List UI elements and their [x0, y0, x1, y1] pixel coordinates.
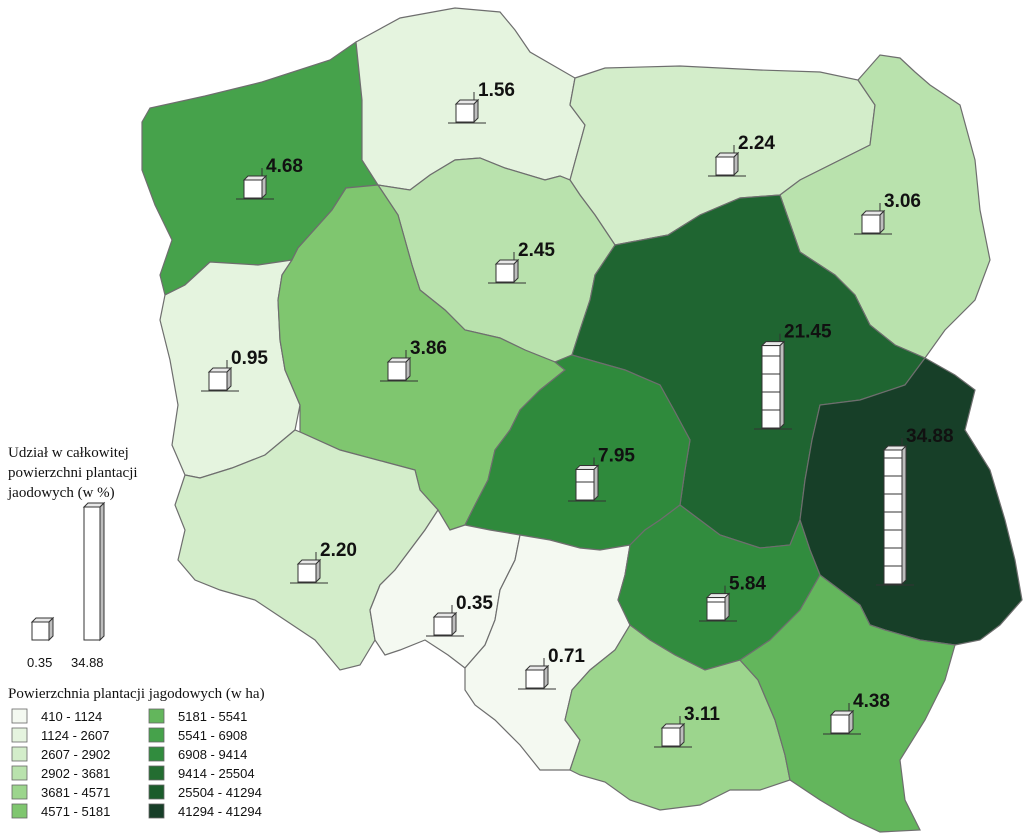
svg-text:3681 - 4571: 3681 - 4571 — [41, 785, 110, 800]
value-label-podlaskie: 3.06 — [884, 191, 921, 212]
value-label-swietokrzyskie: 5.84 — [729, 574, 766, 595]
legend-bar-max — [82, 501, 106, 642]
value-label-mazowieckie: 21.45 — [784, 322, 832, 343]
svg-text:9414 - 25504: 9414 - 25504 — [178, 766, 255, 781]
legend-bar-max-label: 34.88 — [71, 655, 104, 670]
bar-podkarpackie — [823, 703, 861, 735]
svg-text:6908 - 9414: 6908 - 9414 — [178, 747, 247, 762]
bar-zachodniopomorskie — [236, 168, 274, 200]
bar-dolnoslaskie — [290, 552, 328, 584]
svg-text:2607 - 2902: 2607 - 2902 — [41, 747, 110, 762]
value-label-malopolskie: 3.11 — [684, 704, 720, 725]
bar-malopolskie — [654, 716, 692, 748]
legend-class-3: 2607 - 2902 — [11, 746, 110, 762]
legend-class-10: 9414 - 25504 — [148, 765, 255, 781]
legend-choropleth-title: Powierzchnia plantacji jagodowych (w ha) — [8, 686, 265, 702]
legend-class-6: 4571 - 5181 — [11, 803, 110, 819]
value-label-lubelskie: 34.88 — [906, 426, 954, 447]
legend-bar-min — [30, 616, 55, 642]
legend-class-9: 6908 - 9414 — [148, 746, 247, 762]
svg-text:5541 - 6908: 5541 - 6908 — [178, 728, 247, 743]
bar-wielkopolskie — [380, 350, 418, 382]
bar-pomorskie — [448, 92, 486, 124]
bar-mazowieckie — [754, 333, 792, 430]
value-label-opolskie: 0.35 — [456, 593, 493, 614]
region-podkarpackie[interactable] — [739, 574, 956, 833]
legend-class-12: 41294 - 41294 — [148, 803, 262, 819]
value-label-lodzkie: 7.95 — [598, 445, 635, 466]
legend-bar-title-line-2: powierzchni plantacji — [8, 465, 138, 481]
svg-text:2902 - 3681: 2902 - 3681 — [41, 766, 110, 781]
bar-opolskie — [426, 605, 464, 637]
region-opolskie[interactable] — [369, 508, 521, 669]
value-label-pomorskie: 1.56 — [478, 80, 515, 101]
value-label-podkarpackie: 4.38 — [853, 691, 890, 712]
legend-bar-title-line-1: Udział w całkowitej — [8, 445, 129, 461]
bar-lubelskie — [876, 438, 914, 586]
svg-text:41294 - 41294: 41294 - 41294 — [178, 804, 262, 819]
region-podlaskie[interactable] — [779, 54, 991, 359]
bar-lodzkie — [568, 457, 606, 502]
value-label-warminsko-mazurskie: 2.24 — [738, 133, 775, 154]
legend-class-11: 25504 - 41294 — [148, 784, 262, 800]
legend-bar-title-line-3: jaodowych (w %) — [7, 485, 115, 501]
svg-text:410 - 1124: 410 - 1124 — [41, 709, 102, 724]
legend-class-8: 5541 - 6908 — [148, 727, 247, 743]
value-label-zachodniopomorskie: 4.68 — [266, 156, 303, 177]
legend-class-4: 2902 - 3681 — [11, 765, 110, 781]
bar-podlaskie — [854, 203, 892, 235]
value-label-kujawsko-pomorskie: 2.45 — [518, 240, 555, 261]
value-label-slaskie: 0.71 — [548, 646, 585, 667]
svg-text:25504 - 41294: 25504 - 41294 — [178, 785, 262, 800]
bar-warminsko-mazurskie — [708, 145, 746, 177]
bar-lubuskie — [201, 360, 239, 392]
svg-text:4571 - 5181: 4571 - 5181 — [41, 804, 110, 819]
legend-class-2: 1124 - 2607 — [11, 727, 109, 743]
svg-text:5181 - 5541: 5181 - 5541 — [178, 709, 247, 724]
bar-slaskie — [518, 658, 556, 690]
value-label-wielkopolskie: 3.86 — [410, 338, 447, 359]
legend-class-5: 3681 - 4571 — [11, 784, 110, 800]
bar-kujawsko-pomorskie — [488, 252, 526, 284]
legend-bar-min-label: 0.35 — [27, 655, 52, 670]
legend-class-7: 5181 - 5541 — [148, 708, 247, 724]
bar-swietokrzyskie — [699, 585, 737, 622]
legend-class-1: 410 - 1124 — [11, 708, 102, 724]
value-label-lubuskie: 0.95 — [231, 348, 268, 369]
svg-text:1124 - 2607: 1124 - 2607 — [41, 728, 109, 743]
value-label-dolnoslaskie: 2.20 — [320, 540, 357, 561]
